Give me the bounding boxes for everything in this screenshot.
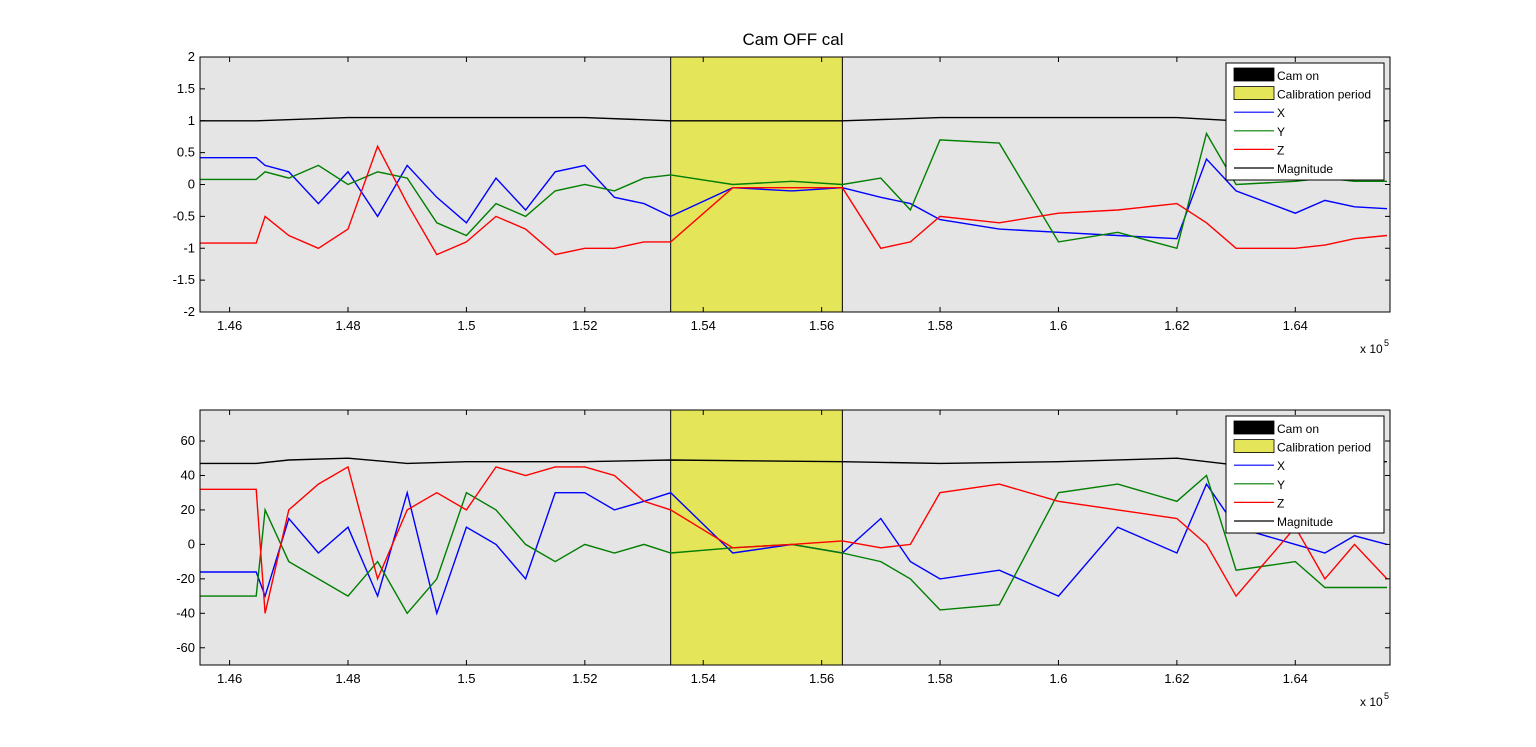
legend-box: [1225, 415, 1385, 534]
y-tick-label: -1.5: [173, 272, 195, 287]
x-tick-label: 1.46: [217, 318, 242, 333]
x-tick-label: 1.64: [1283, 318, 1308, 333]
x-tick-label: 1.54: [691, 671, 716, 686]
x-tick-label: 1.62: [1164, 318, 1189, 333]
bottom-chart-axes: 1.46 1.48 1.5 1.52 1.54 1.56 1.58 1.6 1.62 1.64 -6…: [176, 409, 1391, 709]
x-exponent-value: 5: [1384, 338, 1389, 348]
x-tick-label: 1.52: [572, 318, 597, 333]
legend-label: Y: [1277, 125, 1285, 139]
series-line-x: [200, 156, 1388, 240]
legend-label: X: [1277, 106, 1285, 120]
legend-label: Z: [1277, 496, 1284, 510]
legend-label: Y: [1277, 478, 1285, 492]
series-line-x: [200, 482, 1388, 616]
legend: Cam on Calibration period XYZ Magnitude: [1225, 62, 1385, 181]
legend: Cam on Calibration period XYZ Magnitude: [1225, 415, 1385, 534]
legend-label: Cam on: [1277, 422, 1319, 436]
legend-swatch: [1233, 420, 1275, 435]
y-tick-label: 1.5: [177, 81, 195, 96]
y-tick-label: -20: [176, 571, 195, 586]
y-tick-label: -0.5: [173, 208, 195, 223]
x-tick-label: 1.58: [927, 318, 952, 333]
legend-label: Cam on: [1277, 69, 1319, 83]
legend-label: Calibration period: [1277, 441, 1371, 455]
y-tick-label: 0: [188, 177, 195, 192]
y-tick-label: 60: [181, 433, 195, 448]
legend-swatch: [1233, 67, 1275, 82]
series-line-y: [200, 474, 1387, 615]
top-chart-axes: 1.46 1.48 1.5 1.52 1.54 1.56 1.58 1.6 1.62 1.64-2…: [173, 49, 1391, 356]
legend-label: Calibration period: [1277, 88, 1371, 102]
x-tick-label: 1.48: [335, 671, 360, 686]
x-tick-label: 1.46: [217, 671, 242, 686]
x-tick-label: 1.64: [1283, 671, 1308, 686]
calibration-period-band: [670, 410, 843, 665]
legend-label: Magnitude: [1277, 162, 1333, 176]
x-tick-label: 1.54: [691, 318, 716, 333]
y-tick-label: 2: [188, 49, 195, 64]
series-line-z: [200, 144, 1388, 256]
x-tick-label: 1.48: [335, 318, 360, 333]
series-line-z: [200, 465, 1388, 614]
legend-label: X: [1277, 459, 1285, 473]
x-tick-label: 1.5: [457, 318, 475, 333]
x-tick-label: 1.62: [1164, 671, 1189, 686]
x-tick-label: 1.52: [572, 671, 597, 686]
y-tick-label: 40: [181, 467, 195, 482]
x-tick-label: 1.58: [927, 671, 952, 686]
axes-frame: [199, 409, 1391, 666]
y-tick-label: 0: [188, 536, 195, 551]
y-tick-label: -60: [176, 640, 195, 655]
series-line-y: [200, 131, 1387, 250]
legend-swatch: [1233, 86, 1275, 100]
x-tick-label: 1.6: [1049, 671, 1067, 686]
calibration-period-band: [670, 57, 843, 312]
x-tick-label: 1.56: [809, 671, 834, 686]
legend-box: [1225, 62, 1385, 181]
figure-title: Cam OFF cal: [742, 30, 843, 49]
y-tick-label: -40: [176, 605, 195, 620]
x-tick-label: 1.6: [1049, 318, 1067, 333]
legend-label: Magnitude: [1277, 515, 1333, 529]
x-tick-label: 1.56: [809, 318, 834, 333]
y-tick-label: 20: [181, 502, 195, 517]
y-tick-label: 1: [188, 113, 195, 128]
x-exponent-label: x 10: [1360, 695, 1383, 709]
legend-swatch: [1233, 439, 1275, 454]
y-tick-label: 0.5: [177, 145, 195, 160]
legend-label: Z: [1277, 143, 1284, 157]
y-tick-label: -2: [183, 304, 195, 319]
x-exponent-label: x 10: [1360, 342, 1383, 356]
x-tick-label: 1.5: [457, 671, 475, 686]
x-exponent-value: 5: [1384, 691, 1389, 701]
y-tick-label: -1: [183, 240, 195, 255]
